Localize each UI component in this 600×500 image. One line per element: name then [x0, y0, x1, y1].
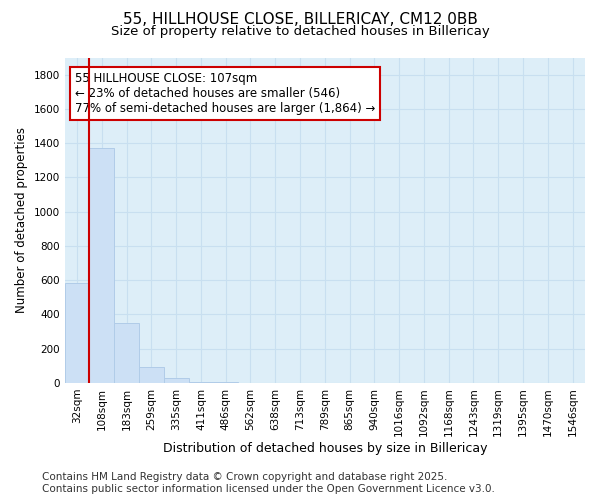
Text: Contains HM Land Registry data © Crown copyright and database right 2025.
Contai: Contains HM Land Registry data © Crown c…	[42, 472, 495, 494]
Bar	[164, 378, 188, 383]
Text: 55 HILLHOUSE CLOSE: 107sqm
← 23% of detached houses are smaller (546)
77% of sem: 55 HILLHOUSE CLOSE: 107sqm ← 23% of deta…	[75, 72, 376, 115]
Bar	[89, 148, 114, 383]
Text: 55, HILLHOUSE CLOSE, BILLERICAY, CM12 0BB: 55, HILLHOUSE CLOSE, BILLERICAY, CM12 0B…	[122, 12, 478, 28]
X-axis label: Distribution of detached houses by size in Billericay: Distribution of detached houses by size …	[163, 442, 487, 455]
Text: Size of property relative to detached houses in Billericay: Size of property relative to detached ho…	[110, 25, 490, 38]
Bar	[139, 366, 164, 383]
Y-axis label: Number of detached properties: Number of detached properties	[15, 127, 28, 313]
Bar	[114, 323, 139, 383]
Bar	[65, 282, 89, 383]
Bar	[188, 382, 214, 383]
